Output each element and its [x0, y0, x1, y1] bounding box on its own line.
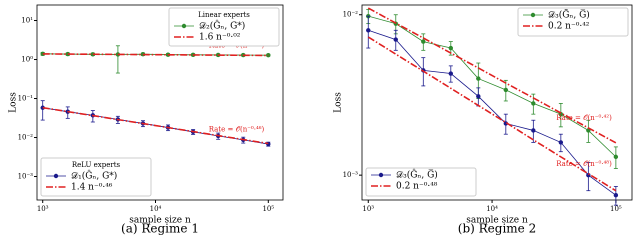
- legend-title: ReLU experts: [72, 161, 121, 169]
- marker: [366, 28, 371, 33]
- y-tick-label: 10⁻²: [18, 134, 34, 142]
- legend-marker: [378, 172, 384, 178]
- legend-label: 𝒟₃(Ĝₙ, G̅): [396, 169, 438, 181]
- legend-box: [517, 7, 629, 37]
- plot-frame: [361, 4, 633, 201]
- caption: (b) Regime 2: [458, 222, 536, 236]
- legend-title: Linear experts: [198, 11, 250, 19]
- legend-label: 0.2 n⁻⁰·⁴²: [548, 22, 590, 32]
- legend-label: 0.2 n⁻⁰·⁴⁸: [396, 182, 438, 192]
- marker: [476, 94, 481, 99]
- x-axis-label: sample size n: [466, 216, 528, 226]
- marker: [421, 39, 426, 44]
- y-tick-label: 10⁰: [21, 56, 33, 64]
- x-tick-label: 10⁵: [262, 205, 274, 213]
- x-tick-label: 10³: [37, 205, 49, 213]
- figure: 10³ 10⁴ 10⁵ 10⁻³ 10⁻² 10⁻¹ 10⁰ 10¹ sample size n…: [9, 4, 633, 236]
- caption: (a) Regime 1: [121, 222, 199, 236]
- marker: [558, 140, 564, 145]
- fit-line: [367, 36, 617, 192]
- x-tick-label: 10⁴: [486, 205, 498, 213]
- rate-annotation: Rate = 𝒪(n⁻⁰·⁴⁶): [209, 126, 265, 134]
- legend-marker: [53, 173, 59, 179]
- plot-frame: [36, 4, 284, 201]
- legend-label: 𝒟₃(G̃ₙ, G̅): [548, 9, 590, 21]
- legend-marker: [181, 23, 187, 29]
- legend-label: 1.4 n⁻⁰·⁴⁶: [71, 183, 113, 193]
- marker: [448, 45, 454, 51]
- marker: [613, 192, 619, 198]
- y-tick-label: 10⁻¹: [18, 95, 34, 103]
- data-line: [368, 29, 617, 196]
- legend-marker: [530, 12, 536, 18]
- fit-line: [42, 106, 269, 145]
- legend-label: 𝒟₂(Ĝₙ, G*): [199, 20, 245, 32]
- legend-box: [365, 167, 477, 197]
- marker: [531, 101, 536, 106]
- x-tick-label: 10³: [362, 205, 374, 213]
- marker: [503, 87, 509, 93]
- rate-annotation: Rate = 𝒪(n⁻⁰·⁴⁸): [556, 160, 612, 168]
- y-axis-label: Loss: [9, 92, 19, 113]
- x-axis-label: sample size n: [129, 216, 191, 226]
- legend-label: 1.6 n⁻⁰·⁰²: [199, 33, 241, 43]
- data-line: [368, 15, 617, 158]
- x-tick-label: 10⁴: [150, 205, 162, 213]
- rate-annotation: Rate = 𝒪(n⁻⁰·⁴²): [556, 114, 612, 122]
- y-tick-label: 10⁻³: [18, 173, 34, 181]
- legend-label: 𝒟₁(Ĝₙ, G*): [71, 170, 117, 182]
- marker: [40, 51, 45, 57]
- fit-line: [42, 53, 269, 57]
- y-tick-label: 10⁻²: [343, 11, 359, 19]
- y-tick-label: 10⁻³: [343, 171, 359, 179]
- y-tick-label: 10¹: [21, 17, 33, 25]
- marker: [393, 37, 398, 42]
- marker: [476, 76, 481, 81]
- marker: [613, 154, 619, 160]
- legend-box: [168, 7, 280, 47]
- y-axis-label: Loss: [334, 92, 344, 113]
- fit-line: [367, 7, 617, 144]
- legend-box: [40, 157, 152, 197]
- marker: [531, 128, 536, 133]
- marker: [448, 71, 454, 76]
- x-tick-label: 10⁵: [610, 205, 622, 213]
